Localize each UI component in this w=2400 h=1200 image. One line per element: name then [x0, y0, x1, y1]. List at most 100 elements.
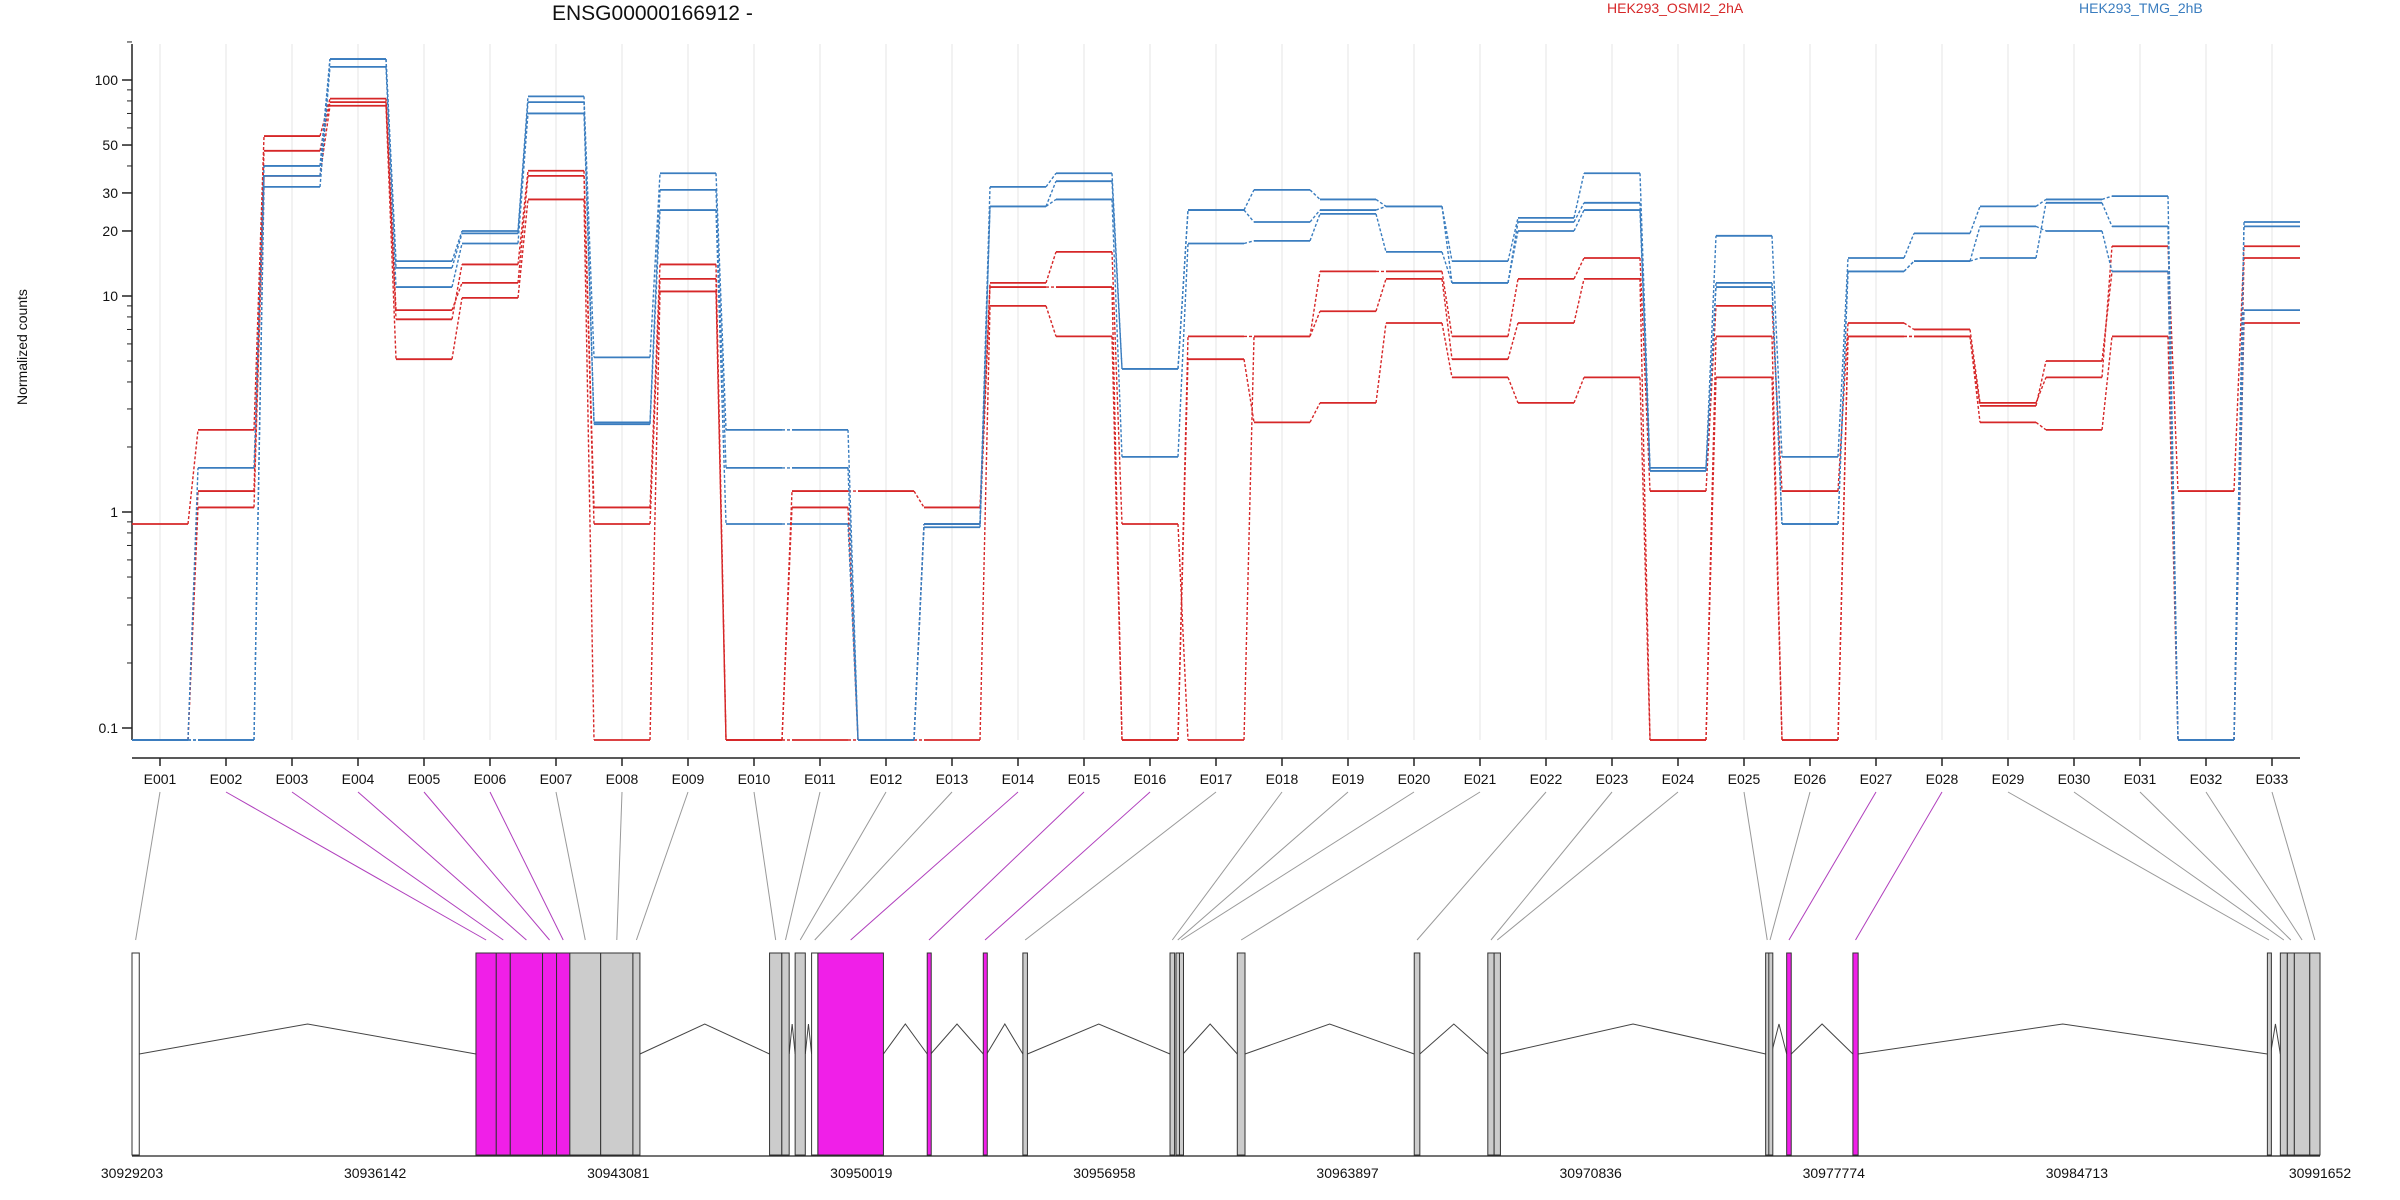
legend-item-osmi2: HEK293_OSMI2_2hA — [1607, 0, 1744, 16]
connector — [979, 287, 991, 525]
exon-box-E020 — [1178, 952, 1184, 1156]
connector — [2035, 202, 2047, 259]
connector — [2035, 360, 2047, 407]
y-tick-label: 30 — [102, 185, 118, 201]
connector — [1309, 271, 1321, 337]
x-tick-label-E011: E011 — [804, 771, 836, 787]
intron-E028-E029 — [1858, 1023, 2268, 1055]
connector — [1243, 359, 1255, 423]
exon-box-E004 — [509, 952, 544, 1156]
x-tick-label-E006: E006 — [474, 771, 507, 787]
exon-link-E014 — [850, 791, 1019, 941]
connector — [1573, 173, 1585, 219]
exon-box-E003 — [495, 952, 511, 1156]
exon-link-E001 — [135, 791, 161, 941]
connector — [2233, 310, 2245, 741]
exon-box-E022 — [1413, 952, 1421, 1156]
connector — [1111, 199, 1123, 457]
exon-link-E030 — [2073, 791, 2285, 941]
intron-E012-E013 — [804, 1023, 813, 1055]
x-tick-label-E030: E030 — [2058, 771, 2091, 787]
connector — [1771, 287, 1783, 525]
connector — [2101, 202, 2113, 227]
connector — [2035, 198, 2047, 207]
connector — [847, 523, 859, 741]
connector — [2101, 271, 2113, 362]
connector — [1969, 329, 1981, 403]
exon-link-E017 — [1024, 791, 1217, 941]
connector — [517, 96, 529, 232]
intron-E020-E021 — [1182, 1023, 1238, 1055]
exon-box-E007 — [569, 952, 602, 1156]
exon-box-E032 — [2293, 952, 2311, 1156]
connector — [1045, 172, 1057, 188]
connector — [517, 102, 529, 234]
exon-link-E013 — [814, 791, 953, 941]
connector — [451, 282, 463, 311]
exon-link-E011 — [785, 791, 821, 941]
exon-box-E024 — [1493, 952, 1501, 1156]
connector — [1375, 322, 1387, 403]
x-tick-label-E017: E017 — [1200, 771, 1233, 787]
connector — [1969, 336, 1981, 423]
connector — [715, 189, 727, 468]
connector — [1441, 206, 1453, 283]
connector — [583, 199, 595, 741]
exon-box-E014 — [817, 952, 884, 1156]
intron-E014-E015 — [883, 1023, 928, 1055]
connector — [715, 291, 727, 741]
connector — [715, 278, 727, 741]
connector — [517, 199, 529, 298]
genomic-coordinate-label: 30943081 — [587, 1165, 650, 1181]
intron-E017-E018 — [1027, 1023, 1171, 1055]
connector — [1441, 251, 1453, 284]
x-tick-label-E003: E003 — [276, 771, 309, 787]
connector — [1309, 310, 1321, 337]
genomic-coordinate-label: 30950019 — [830, 1165, 893, 1181]
x-tick-label-E023: E023 — [1596, 771, 1629, 787]
connector — [1705, 377, 1717, 741]
exon-link-E015 — [928, 791, 1085, 941]
connector — [187, 429, 199, 525]
connector — [1177, 243, 1189, 457]
x-tick-label-E014: E014 — [1002, 771, 1035, 787]
exon-box-E013 — [811, 952, 819, 1156]
x-tick-label-E013: E013 — [936, 771, 969, 787]
connector — [1309, 213, 1321, 242]
x-tick-label-E002: E002 — [210, 771, 243, 787]
connector — [1111, 251, 1123, 525]
exon-link-E026 — [1769, 791, 1811, 941]
connector — [451, 230, 463, 262]
exon-link-E012 — [799, 791, 887, 941]
exon-link-E033 — [2271, 791, 2316, 941]
connector — [913, 490, 925, 508]
connector — [2167, 271, 2179, 741]
exon-link-E009 — [635, 791, 689, 941]
connector — [979, 305, 991, 741]
connector — [2035, 225, 2047, 232]
connector — [517, 175, 529, 283]
intron-E026-E027 — [1770, 1023, 1788, 1055]
exon-box-E015 — [926, 952, 932, 1156]
connector — [1375, 205, 1387, 211]
connector — [187, 467, 199, 741]
genomic-coordinate-label: 30991652 — [2289, 1165, 2352, 1181]
connector — [583, 113, 595, 425]
x-tick-label-E001: E001 — [144, 771, 177, 787]
exon-box-E030 — [2279, 952, 2288, 1156]
exon-link-E029 — [2007, 791, 2270, 941]
exon-box-E010 — [769, 952, 783, 1156]
connector — [1243, 189, 1255, 211]
connector — [319, 98, 331, 137]
connector — [1507, 217, 1519, 262]
connector — [451, 297, 463, 360]
connector — [1507, 221, 1519, 284]
exon-box-E033 — [2309, 952, 2321, 1156]
intron-E011-E012 — [788, 1023, 796, 1055]
connector — [1573, 278, 1585, 324]
y-tick-label: 0.1 — [99, 720, 119, 736]
exon-link-E006 — [489, 791, 564, 941]
connector — [1309, 402, 1321, 423]
connector — [1507, 377, 1519, 404]
